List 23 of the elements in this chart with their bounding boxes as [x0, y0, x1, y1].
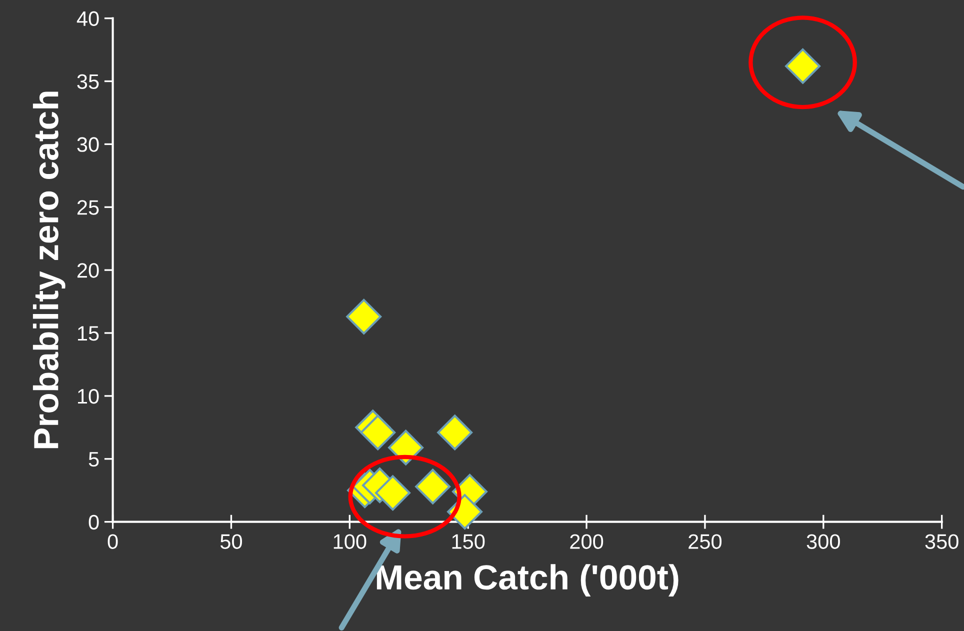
y-tick-label: 0 [88, 514, 99, 530]
x-tick-label: 0 [108, 534, 118, 549]
x-tick-label: 100 [334, 534, 366, 549]
x-tick-label: 50 [220, 534, 242, 549]
point [360, 414, 396, 450]
y-tick-label: 20 [77, 263, 99, 278]
y-tick-label: 30 [77, 137, 99, 152]
point [415, 468, 451, 504]
x-tick-label: 350 [925, 534, 958, 549]
x-tick-label: 250 [688, 534, 722, 549]
y-tick-label: 5 [88, 452, 99, 467]
point [437, 414, 473, 450]
x-axis-title: Mean Catch ('000t) [376, 564, 678, 597]
y-tick-label: 10 [78, 388, 99, 404]
y-tick-label: 35 [77, 74, 99, 89]
y-tick-label: 40 [76, 11, 99, 26]
y-tick-label: 25 [77, 200, 99, 215]
x-tick-label: 150 [452, 534, 485, 549]
point [346, 298, 382, 334]
y-tick-label: 15 [78, 326, 99, 341]
x-tick-label: 200 [570, 534, 604, 549]
x-tick-label: 300 [806, 534, 840, 549]
y-axis-title: Probability zero catch [32, 92, 66, 448]
